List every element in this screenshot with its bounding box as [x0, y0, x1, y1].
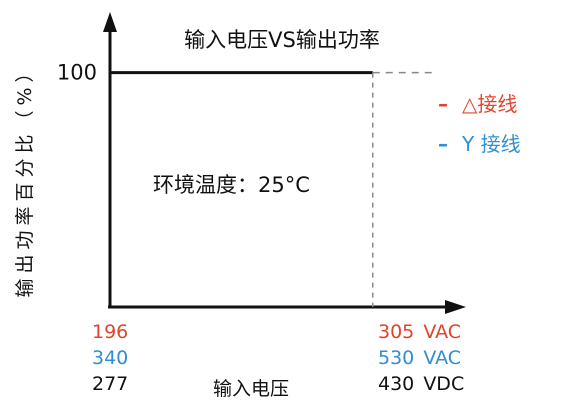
y-tick-label: 100	[57, 61, 97, 85]
x-tick-max-delta-value: 305	[378, 321, 414, 343]
x-tick-labels-min: 196 340 277	[92, 321, 128, 395]
x-tick-max-delta-unit: VAC	[423, 321, 461, 343]
legend-marker-delta: –	[438, 92, 448, 116]
x-tick-max-y-value: 530	[378, 347, 414, 369]
y-axis-label: 输出功率百分比（%）	[14, 58, 36, 297]
chart-title: 输入电压VS输出功率	[184, 28, 380, 52]
x-axis-arrow	[445, 300, 466, 314]
x-tick-max-y-unit: VAC	[423, 347, 461, 369]
x-tick-max-dc: 430 VDC	[378, 373, 464, 395]
x-tick-min-y: 340	[92, 347, 128, 369]
axes	[103, 12, 466, 314]
legend-label-delta: △接线	[462, 92, 517, 116]
x-tick-max-delta: 305 VAC	[378, 321, 461, 343]
legend: – △接线 – Y 接线	[438, 92, 521, 156]
x-tick-max-y: 530 VAC	[378, 347, 461, 369]
x-tick-min-delta: 196	[92, 321, 128, 343]
x-axis-label: 输入电压	[213, 378, 289, 400]
legend-marker-y: –	[438, 132, 448, 156]
x-tick-max-dc-value: 430	[378, 373, 414, 395]
ambient-temperature-note: 环境温度：25°C	[153, 173, 310, 197]
x-tick-labels-max: 305 VAC 530 VAC 430 VDC	[378, 321, 464, 395]
y-axis-arrow	[103, 12, 117, 32]
legend-label-y: Y 接线	[461, 132, 521, 156]
x-tick-max-dc-unit: VDC	[423, 373, 464, 395]
x-tick-min-dc: 277	[92, 373, 128, 395]
